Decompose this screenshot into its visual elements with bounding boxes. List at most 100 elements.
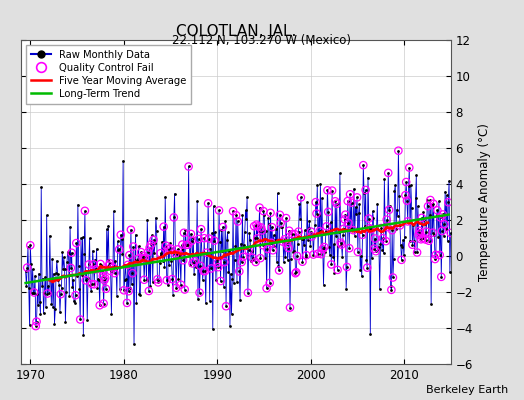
Point: [216, 278, 225, 284]
Point: [440, 221, 449, 228]
Point: [268, 224, 276, 230]
Point: [421, 236, 430, 243]
Point: [179, 257, 188, 264]
Point: [418, 235, 427, 242]
Point: [383, 216, 391, 223]
Point: [389, 274, 397, 281]
Point: [266, 210, 275, 216]
Point: [312, 199, 320, 205]
Point: [199, 268, 208, 274]
Point: [180, 230, 188, 236]
Point: [140, 276, 148, 283]
Text: 22.112 N, 103.270 W (Mexico): 22.112 N, 103.270 W (Mexico): [172, 34, 352, 47]
Point: [267, 240, 276, 246]
Point: [276, 212, 284, 218]
Point: [259, 208, 268, 214]
Point: [333, 267, 342, 273]
Point: [90, 281, 99, 288]
Point: [253, 235, 261, 242]
Point: [293, 253, 301, 259]
Point: [162, 242, 170, 249]
Point: [195, 290, 204, 296]
Point: [128, 270, 137, 276]
Point: [359, 162, 367, 168]
Point: [298, 258, 307, 265]
Point: [367, 226, 375, 232]
Point: [282, 241, 291, 248]
Point: [394, 148, 402, 154]
Point: [336, 240, 345, 246]
Point: [370, 246, 378, 252]
Point: [145, 288, 153, 294]
Point: [244, 290, 252, 296]
Point: [282, 215, 290, 221]
Point: [353, 194, 361, 200]
Point: [429, 230, 437, 236]
Point: [219, 224, 227, 230]
Point: [173, 246, 182, 253]
Legend: Raw Monthly Data, Quality Control Fail, Five Year Moving Average, Long-Term Tren: Raw Monthly Data, Quality Control Fail, …: [26, 45, 191, 104]
Point: [331, 198, 340, 204]
Point: [384, 170, 392, 176]
Point: [116, 232, 125, 238]
Point: [439, 211, 447, 218]
Point: [256, 255, 265, 261]
Point: [294, 228, 303, 235]
Point: [220, 259, 228, 265]
Point: [327, 261, 335, 268]
Point: [106, 268, 115, 274]
Point: [170, 214, 178, 220]
Point: [288, 231, 297, 237]
Point: [201, 268, 209, 274]
Point: [401, 192, 410, 198]
Point: [159, 224, 168, 230]
Point: [258, 227, 266, 234]
Point: [194, 236, 203, 242]
Point: [437, 274, 445, 280]
Point: [196, 263, 204, 269]
Point: [115, 246, 124, 252]
Point: [129, 243, 137, 250]
Point: [57, 291, 65, 297]
Point: [237, 259, 246, 265]
Point: [101, 275, 110, 281]
Point: [84, 261, 93, 268]
Point: [417, 236, 425, 242]
Point: [72, 240, 81, 246]
Point: [315, 228, 324, 234]
Point: [279, 238, 287, 245]
Point: [95, 302, 104, 308]
Point: [207, 265, 215, 272]
Point: [307, 228, 315, 235]
Point: [100, 300, 108, 307]
Point: [254, 223, 262, 230]
Point: [346, 191, 354, 198]
Point: [381, 238, 390, 244]
Point: [372, 248, 380, 254]
Point: [275, 267, 283, 274]
Point: [432, 252, 440, 258]
Point: [162, 277, 171, 284]
Point: [175, 251, 183, 258]
Point: [215, 207, 223, 214]
Point: [154, 279, 162, 286]
Point: [444, 199, 453, 206]
Point: [248, 255, 257, 261]
Point: [98, 267, 106, 274]
Point: [229, 208, 237, 214]
Point: [30, 289, 38, 296]
Point: [191, 258, 199, 264]
Point: [188, 260, 196, 267]
Point: [291, 270, 300, 276]
Point: [354, 249, 362, 255]
Point: [252, 259, 260, 265]
Point: [187, 231, 195, 237]
Point: [297, 194, 305, 201]
Text: Berkeley Earth: Berkeley Earth: [426, 385, 508, 395]
Point: [106, 260, 114, 266]
Point: [156, 250, 165, 256]
Point: [210, 238, 219, 244]
Point: [414, 232, 423, 238]
Point: [119, 287, 128, 294]
Point: [349, 227, 357, 233]
